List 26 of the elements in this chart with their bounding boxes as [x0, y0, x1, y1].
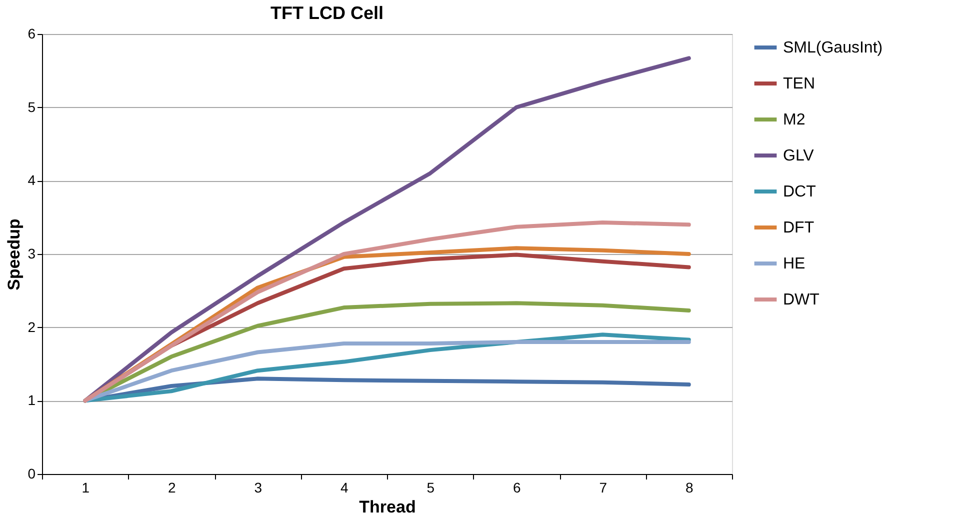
y-tick-label: 6 [28, 26, 36, 42]
y-tick-label: 1 [28, 392, 36, 408]
x-axis-title: Thread [359, 498, 416, 516]
legend-label: DWT [783, 292, 820, 308]
legend-label: HE [783, 256, 806, 272]
legend-label: TEN [783, 76, 815, 92]
chart-title: TFT LCD Cell [270, 3, 384, 23]
x-tick-label: 4 [340, 480, 348, 496]
legend-label: DCT [783, 184, 816, 200]
x-tick-label: 5 [426, 480, 435, 496]
x-tick-label: 1 [82, 480, 90, 496]
x-tick-label: 2 [168, 480, 176, 496]
y-axis-title: Speedup [4, 218, 24, 290]
y-tick-label: 0 [28, 466, 36, 482]
x-tick-label: 7 [599, 480, 608, 496]
x-tick-label: 8 [685, 480, 694, 496]
x-tick-label: 6 [512, 480, 521, 496]
x-tick-label: 3 [254, 480, 262, 496]
legend-label: SML(GausInt) [783, 40, 883, 56]
y-tick-label: 3 [28, 246, 36, 262]
legend-label: DFT [783, 220, 814, 236]
legend-label: M2 [783, 112, 806, 128]
y-tick-label: 5 [28, 98, 36, 115]
y-tick-label: 4 [28, 172, 36, 188]
y-tick-label: 2 [28, 318, 36, 335]
legend-label: GLV [783, 148, 814, 164]
